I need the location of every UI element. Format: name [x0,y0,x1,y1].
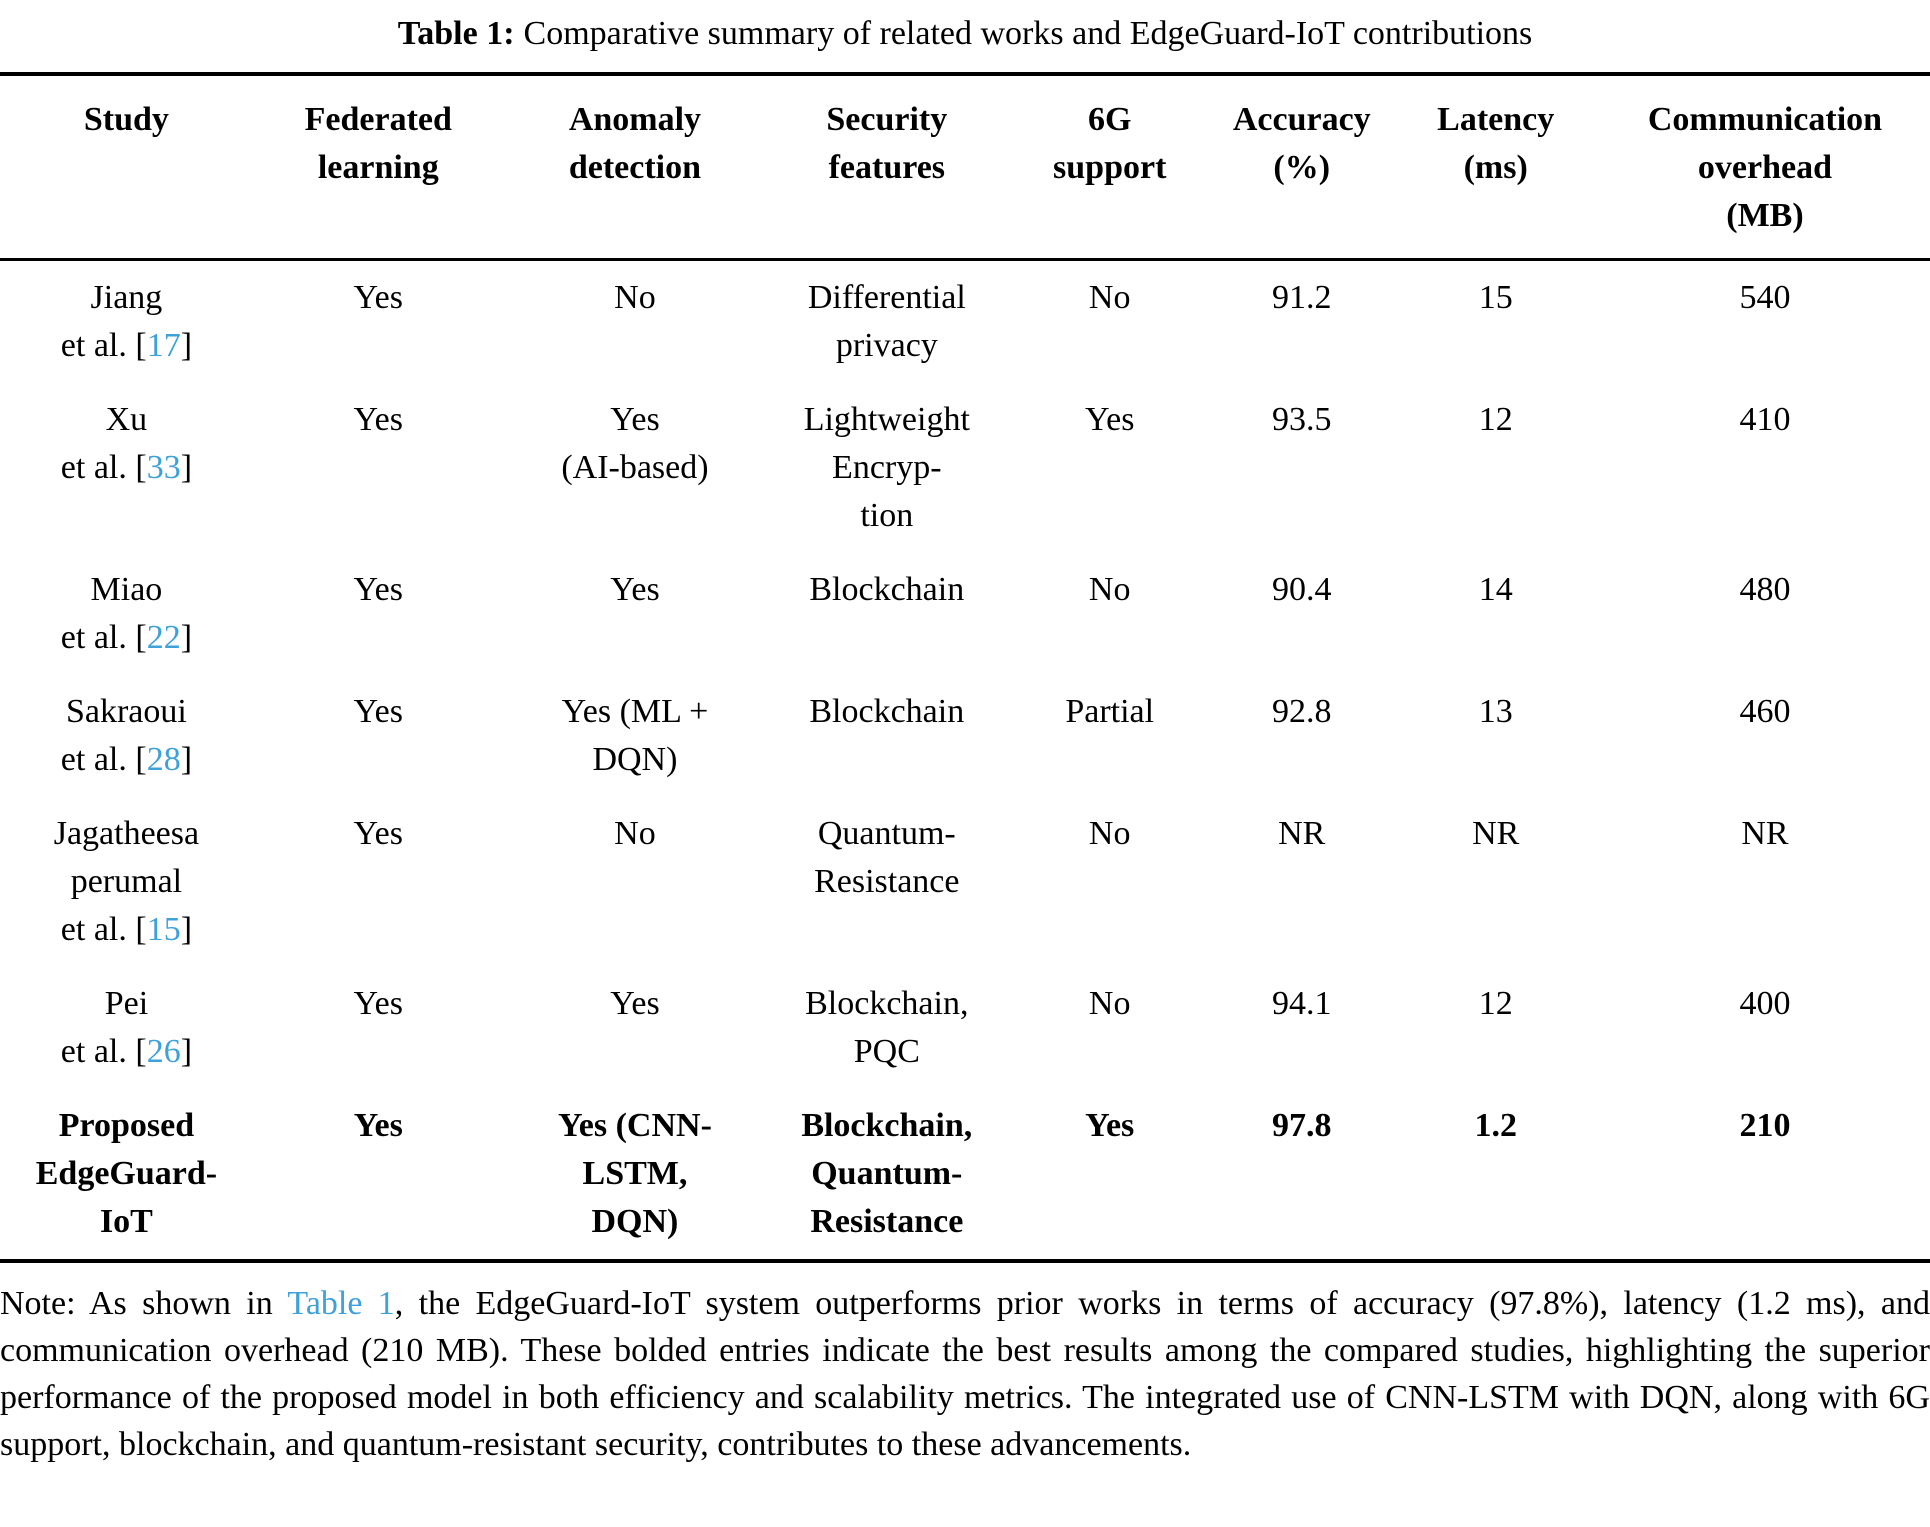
anomaly-cell: Yes (ML + DQN) [561,693,709,778]
security-cell: Blockchain, PQC [805,985,969,1070]
note-prefix: Note: As shown in [0,1285,288,1322]
overhead-cell: 540 [1739,279,1791,316]
table-row: Jagatheesa perumal et al. [15] Yes No Qu… [0,797,1930,967]
comparison-table: Study Federated learning Anomaly detecti… [0,72,1930,1263]
overhead-cell: 210 [1739,1107,1791,1144]
latency-cell: 14 [1478,571,1513,608]
sixg-cell: No [1088,985,1131,1022]
table-row: Miao et al. [22] Yes Yes Blockchain No 9… [0,553,1930,675]
study-cell: Proposed EdgeGuard- IoT [35,1107,218,1240]
citation-link[interactable]: [33] [135,449,193,486]
sixg-cell: Partial [1065,693,1155,730]
federated-cell: Yes [353,985,404,1022]
table-caption: Table 1: Comparative summary of related w… [0,0,1930,56]
study-cell: Jiang et al. [17] [60,279,193,364]
header-row: Study Federated learning Anomaly detecti… [0,74,1930,261]
study-cell: Pei et al. [26] [60,985,193,1070]
anomaly-cell: Yes [610,985,660,1022]
note-body: , the EdgeGuard-IoT system outperforms p… [0,1285,1930,1463]
sixg-cell: No [1088,815,1131,852]
overhead-cell: 480 [1739,571,1791,608]
citation-link[interactable]: [28] [135,741,193,778]
security-cell: Quantum- Resistance [814,815,960,900]
table-caption-label: Table 1: [397,15,515,52]
table-1-link[interactable]: Table 1 [287,1285,395,1322]
table-caption-title: Comparative summary of related works and… [523,15,1533,52]
proposed-row: Proposed EdgeGuard- IoT Yes Yes (CNN- LS… [0,1089,1930,1261]
study-cell: Xu et al. [33] [60,401,193,486]
citation-link[interactable]: [17] [135,327,193,364]
col-header-6g-support: 6G support [1007,74,1212,261]
accuracy-cell: 91.2 [1271,279,1332,316]
security-cell: Blockchain [809,693,965,730]
sixg-cell: No [1088,279,1131,316]
col-header-study: Study [0,74,253,261]
accuracy-cell: 94.1 [1271,985,1332,1022]
table-row: Xu et al. [33] Yes Yes (AI-based) Lightw… [0,383,1930,553]
table-row: Pei et al. [26] Yes Yes Blockchain, PQC … [0,967,1930,1089]
study-cell: Sakraoui et al. [28] [60,693,193,778]
sixg-cell: No [1088,571,1131,608]
federated-cell: Yes [353,693,404,730]
latency-cell: 15 [1478,279,1513,316]
accuracy-cell: 97.8 [1271,1107,1332,1144]
accuracy-cell: 92.8 [1271,693,1332,730]
security-cell: Differential privacy [807,279,966,364]
overhead-cell: 410 [1739,401,1791,438]
latency-cell: 12 [1478,985,1513,1022]
anomaly-cell: Yes (AI-based) [561,401,709,486]
security-cell: Blockchain [809,571,965,608]
anomaly-cell: Yes [610,571,660,608]
overhead-cell: 400 [1739,985,1791,1022]
overhead-cell: 460 [1739,693,1791,730]
federated-cell: Yes [353,815,404,852]
latency-cell: 13 [1478,693,1513,730]
table-note: Note: As shown in Table 1, the EdgeGuard… [0,1280,1930,1468]
col-header-federated-learning: Federated learning [252,74,504,261]
col-header-accuracy: Accuracy (%) [1212,74,1392,261]
federated-cell: Yes [353,571,404,608]
col-header-latency: Latency (ms) [1391,74,1600,261]
col-header-anomaly-detection: Anomaly detection [503,74,767,261]
citation-link[interactable]: [22] [135,619,193,656]
col-header-security-features: Security features [766,74,1008,261]
accuracy-cell: 90.4 [1271,571,1332,608]
table-row: Jiang et al. [17] Yes No Differential pr… [0,260,1930,384]
citation-link[interactable]: [26] [135,1033,193,1070]
latency-cell: 1.2 [1474,1107,1517,1144]
study-cell: Jagatheesa perumal et al. [15] [53,815,200,948]
sixg-cell: Yes [1085,1107,1135,1144]
citation-link[interactable]: [15] [135,911,193,948]
table-row: Sakraoui et al. [28] Yes Yes (ML + DQN) … [0,675,1930,797]
study-cell: Miao et al. [22] [60,571,193,656]
latency-cell: NR [1472,815,1520,852]
accuracy-cell: NR [1278,815,1326,852]
accuracy-cell: 93.5 [1271,401,1332,438]
anomaly-cell: Yes (CNN- LSTM, DQN) [557,1107,712,1240]
overhead-cell: NR [1741,815,1789,852]
federated-cell: Yes [353,1107,403,1144]
sixg-cell: Yes [1084,401,1135,438]
security-cell: Blockchain, Quantum- Resistance [801,1107,973,1240]
federated-cell: Yes [353,279,404,316]
col-header-communication-overhead: Communication overhead (MB) [1599,74,1930,261]
anomaly-cell: No [614,279,656,316]
security-cell: Lightweight Encryp- tion [803,401,970,534]
latency-cell: 12 [1478,401,1513,438]
anomaly-cell: No [614,815,656,852]
federated-cell: Yes [353,401,404,438]
